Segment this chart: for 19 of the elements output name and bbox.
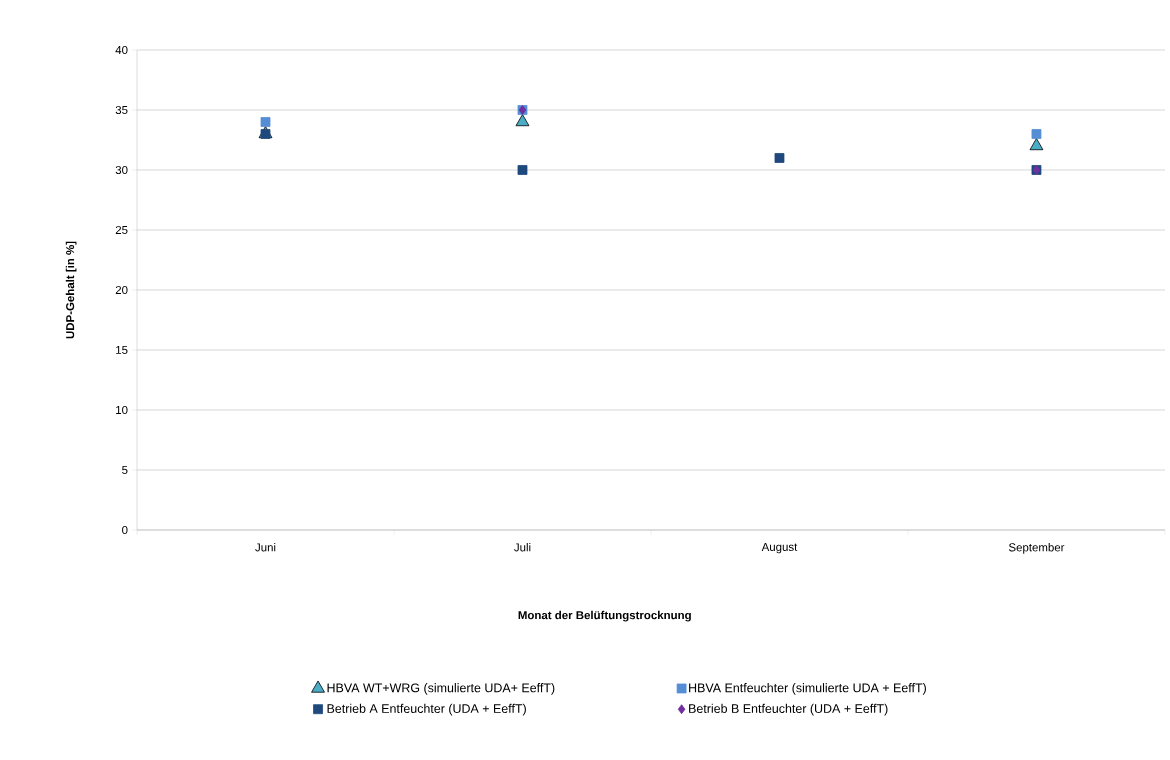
x-tick-label: August (761, 543, 798, 554)
legend-label: Betrieb B Entfeuchter (UDA + EeffT) (689, 703, 888, 716)
y-tick-label: 30 (115, 165, 128, 175)
x-tick-label: Juni (255, 543, 276, 552)
legend-label: Betrieb A Entfeuchter (UDA + EeffT) (327, 703, 526, 716)
y-tick-label: 15 (116, 345, 128, 354)
y-tick-label: 0 (122, 525, 128, 535)
legend-label: HBVA WT+WRG (simulierte UDA+ EeffT) (327, 683, 555, 695)
y-tick-label: 25 (115, 225, 128, 235)
x-tick-label: Juli (514, 543, 531, 552)
y-tick-label: 40 (115, 45, 128, 55)
x-axis-title: Monat der Belüftungstrocknung (518, 610, 691, 622)
legend-label: HBVA Entfeuchter (simulierte UDA + EeffT) (689, 683, 926, 695)
y-tick-label: 5 (122, 466, 128, 474)
x-tick-label: September (1008, 543, 1065, 554)
y-tick-label: 10 (116, 405, 128, 415)
y-tick-label: 35 (115, 105, 128, 115)
y-tick-label: 20 (115, 285, 128, 295)
y-axis-title: UDP-Gehalt [in %] (65, 241, 77, 339)
